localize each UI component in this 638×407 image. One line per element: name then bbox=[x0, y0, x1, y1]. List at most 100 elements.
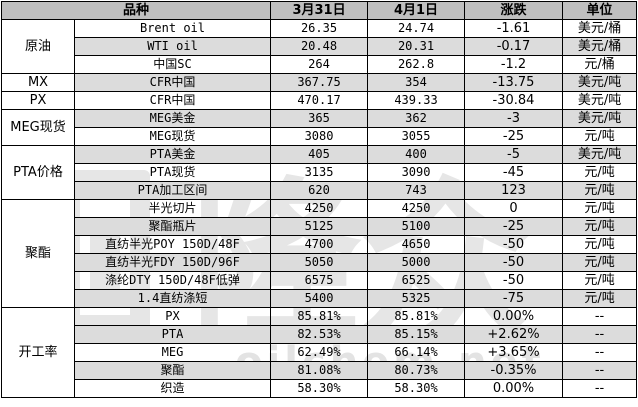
value-mar31: 58.30% bbox=[270, 379, 369, 398]
value-apr1: 439.33 bbox=[367, 91, 466, 110]
table-row: 直纺半光POY 150D/48F 4700 4650 -50 元/吨 bbox=[2, 235, 638, 254]
value-apr1: 743 bbox=[367, 181, 466, 200]
unit: -- bbox=[562, 307, 638, 326]
unit: 元/吨 bbox=[562, 127, 638, 146]
value-change: -25 bbox=[464, 127, 564, 146]
table-row: 直纺半光FDY 150D/96F 5050 5000 -50 元/吨 bbox=[2, 253, 638, 272]
value-mar31: 81.08% bbox=[270, 361, 369, 380]
unit: 美元/吨 bbox=[562, 145, 638, 164]
value-apr1: 4650 bbox=[367, 235, 466, 254]
value-apr1: 85.15% bbox=[367, 325, 466, 344]
table-row: 织造 58.30% 58.30% 0.00% -- bbox=[2, 379, 638, 398]
item-name: PTA美金 bbox=[73, 145, 272, 164]
item-name: MEG美金 bbox=[73, 109, 272, 128]
value-change: -50 bbox=[464, 271, 564, 290]
value-change: -3 bbox=[464, 109, 564, 128]
value-mar31: 470.17 bbox=[270, 91, 369, 110]
value-apr1: 58.30% bbox=[367, 379, 466, 398]
item-name: PTA现货 bbox=[73, 163, 272, 182]
value-mar31: 264 bbox=[270, 55, 369, 74]
table-row: MX CFR中国 367.75 354 -13.75 美元/吨 bbox=[1, 73, 638, 92]
group-name: MX bbox=[1, 73, 75, 92]
value-mar31: 367.75 bbox=[270, 73, 369, 92]
table-row: MEG 62.49% 66.14% +3.65% -- bbox=[2, 343, 638, 362]
value-apr1: 354 bbox=[367, 73, 466, 92]
value-apr1: 3090 bbox=[367, 163, 466, 182]
table-row: PX CFR中国 470.17 439.33 -30.84 美元/吨 bbox=[1, 91, 638, 110]
table-row: 涤纶DTY 150D/48F低弹 6575 6525 -50 元/吨 bbox=[2, 271, 638, 290]
unit: 元/吨 bbox=[562, 199, 638, 218]
unit: -- bbox=[562, 361, 638, 380]
header-unit: 单位 bbox=[562, 1, 638, 20]
table-row: 开工率 PX 85.81% 85.81% 0.00% -- bbox=[1, 307, 638, 398]
table-row: 聚酯 81.08% 80.73% -0.35% -- bbox=[2, 361, 638, 380]
value-change: -1.2 bbox=[464, 55, 564, 74]
value-mar31: 4700 bbox=[270, 235, 369, 254]
item-name: PTA加工区间 bbox=[73, 181, 272, 200]
value-change: -13.75 bbox=[464, 73, 564, 92]
value-change: -50 bbox=[464, 253, 564, 272]
item-name: 半光切片 bbox=[73, 199, 272, 218]
value-apr1: 20.31 bbox=[367, 37, 466, 56]
value-apr1: 5000 bbox=[367, 253, 466, 272]
value-mar31: 26.35 bbox=[270, 19, 369, 38]
value-change: -0.17 bbox=[464, 37, 564, 56]
value-mar31: 20.48 bbox=[270, 37, 369, 56]
table-row: 聚酯 半光切片 4250 4250 0 元/吨 bbox=[1, 199, 638, 308]
value-change: -1.61 bbox=[464, 19, 564, 38]
value-mar31: 405 bbox=[270, 145, 369, 164]
group-name: MEG现货 bbox=[1, 109, 75, 146]
unit: 美元/桶 bbox=[562, 19, 638, 38]
unit: 美元/桶 bbox=[562, 37, 638, 56]
value-change: +2.62% bbox=[464, 325, 564, 344]
value-mar31: 365 bbox=[270, 109, 369, 128]
value-apr1: 5100 bbox=[367, 217, 466, 236]
value-mar31: 3080 bbox=[270, 127, 369, 146]
group-name: 聚酯 bbox=[1, 199, 75, 308]
unit: 美元/吨 bbox=[562, 73, 638, 92]
price-table: 品种 3月31日 4月1日 涨跌 单位 原油 Brent oil 26.35 24.7… bbox=[0, 1, 638, 398]
value-apr1: 400 bbox=[367, 145, 466, 164]
item-name: 聚酯 bbox=[73, 361, 272, 380]
unit: 元/桶 bbox=[562, 55, 638, 74]
value-change: 0 bbox=[464, 199, 564, 218]
value-apr1: 85.81% bbox=[367, 307, 466, 326]
table-row: MEG现货 MEG美金 365 362 -3 美元/吨 bbox=[1, 109, 638, 146]
value-apr1: 5325 bbox=[367, 289, 466, 308]
table-row: PTA 82.53% 85.15% +2.62% -- bbox=[2, 325, 638, 344]
value-apr1: 80.73% bbox=[367, 361, 466, 380]
value-apr1: 262.8 bbox=[367, 55, 466, 74]
value-mar31: 82.53% bbox=[270, 325, 369, 344]
unit: -- bbox=[562, 379, 638, 398]
header-change: 涨跌 bbox=[464, 1, 564, 20]
value-change: -50 bbox=[464, 235, 564, 254]
item-name: 涤纶DTY 150D/48F低弹 bbox=[73, 271, 272, 290]
value-change: -25 bbox=[464, 217, 564, 236]
value-mar31: 5050 bbox=[270, 253, 369, 272]
item-name: MEG bbox=[73, 343, 272, 362]
value-mar31: 62.49% bbox=[270, 343, 369, 362]
value-apr1: 362 bbox=[367, 109, 466, 128]
item-name: 织造 bbox=[73, 379, 272, 398]
value-mar31: 620 bbox=[270, 181, 369, 200]
value-change: -5 bbox=[464, 145, 564, 164]
group-name: 原油 bbox=[1, 19, 75, 74]
value-apr1: 66.14% bbox=[367, 343, 466, 362]
header-mar31: 3月31日 bbox=[270, 1, 369, 20]
table-row: PTA价格 PTA美金 405 400 -5 美元/吨 bbox=[1, 145, 638, 200]
item-name: CFR中国 bbox=[73, 91, 272, 110]
item-name: PTA bbox=[73, 325, 272, 344]
header-row: 品种 3月31日 4月1日 涨跌 单位 bbox=[0, 1, 638, 20]
value-apr1: 6525 bbox=[367, 271, 466, 290]
table-row: PTA加工区间 620 743 123 元/吨 bbox=[2, 181, 638, 200]
unit: 元/吨 bbox=[562, 271, 638, 290]
table-row: 1.4直纺涤短 5400 5325 -75 元/吨 bbox=[2, 289, 638, 308]
value-apr1: 4250 bbox=[367, 199, 466, 218]
unit: 元/吨 bbox=[562, 217, 638, 236]
item-name: CFR中国 bbox=[73, 73, 272, 92]
value-change: 123 bbox=[464, 181, 564, 200]
item-name: 直纺半光FDY 150D/96F bbox=[73, 253, 272, 272]
item-name: 直纺半光POY 150D/48F bbox=[73, 235, 272, 254]
value-mar31: 5125 bbox=[270, 217, 369, 236]
unit: 元/吨 bbox=[562, 181, 638, 200]
